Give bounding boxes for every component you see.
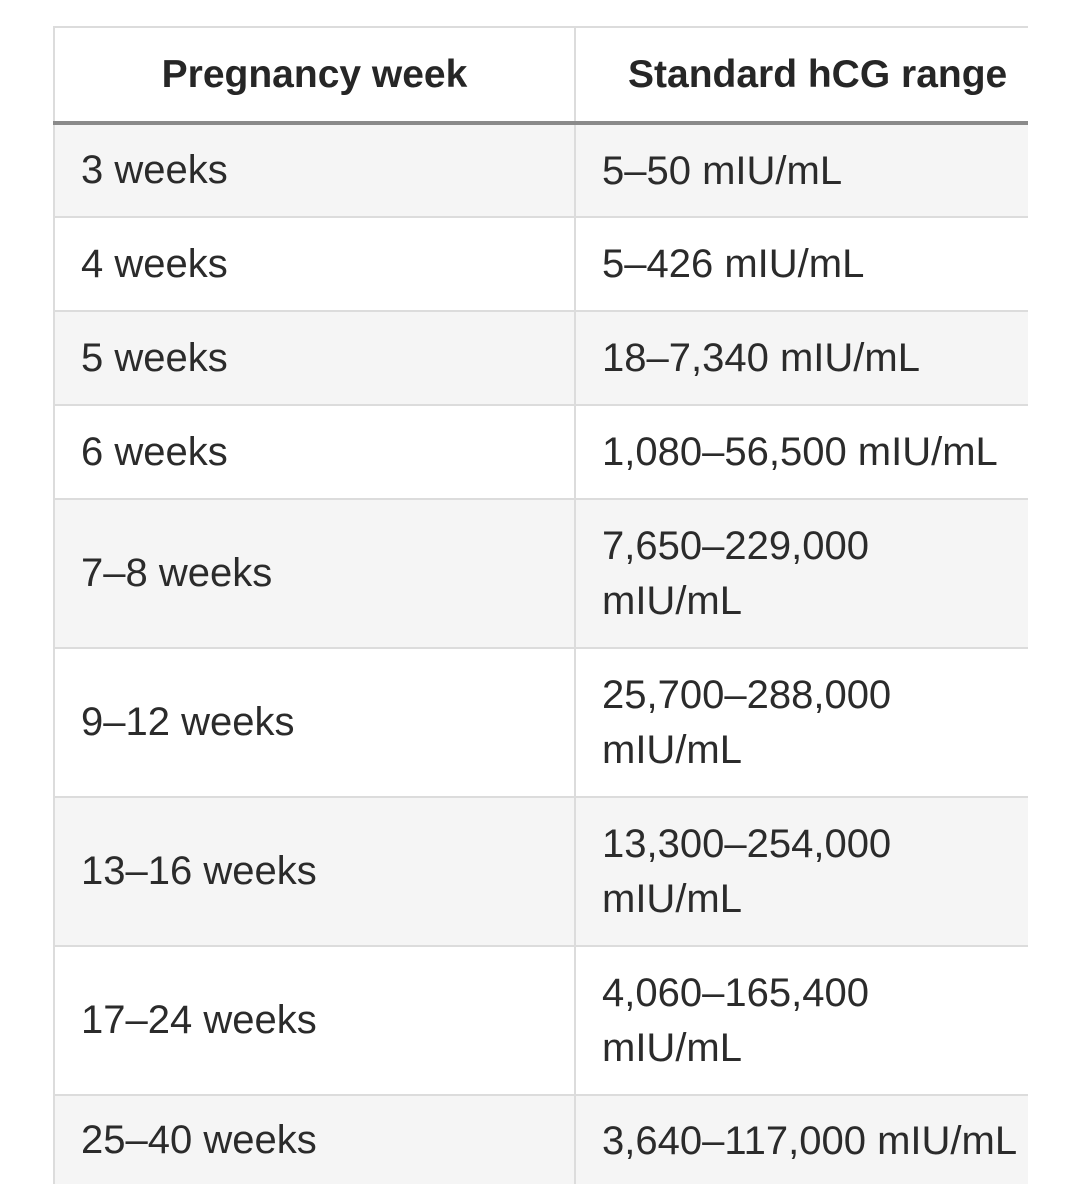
range-cell: 5–426 mIU/mL [574, 217, 1028, 312]
range-cell: 3,640–117,000 mIU/mL [574, 1095, 1028, 1184]
week-cell: 13–16 weeks [53, 797, 576, 947]
range-text: 3,640–117,000 mIU/mL [602, 1118, 1018, 1163]
table-row: 5 weeks 18–7,340 mIU/mL [53, 311, 1028, 406]
week-cell: 6 weeks [53, 405, 576, 500]
range-cell: 1,080–56,500 mIU/mL [574, 405, 1028, 500]
week-cell: 25–40 weeks [53, 1095, 576, 1184]
range-unit: mIU/mL [602, 728, 742, 772]
range-cell: 18–7,340 mIU/mL [574, 311, 1028, 406]
range-text: 4,060–165,400 [602, 971, 869, 1015]
range-text: 25,700–288,000 [602, 673, 892, 717]
week-cell: 9–12 weeks [53, 648, 576, 798]
range-text: 18–7,340 mIU/mL [602, 336, 920, 380]
week-cell: 3 weeks [53, 123, 576, 218]
range-text: 5–426 mIU/mL [602, 242, 865, 286]
week-cell: 4 weeks [53, 217, 576, 312]
range-cell: 4,060–165,400 mIU/mL [574, 946, 1028, 1096]
table-row: 7–8 weeks 7,650–229,000 mIU/mL [53, 499, 1028, 649]
range-text: 1,080–56,500 mIU/mL [602, 430, 998, 474]
header-pregnancy-week: Pregnancy week [53, 26, 576, 125]
range-text: 5–50 mIU/mL [602, 148, 843, 193]
range-unit: mIU/mL [602, 1026, 742, 1070]
header-hcg-range: Standard hCG range [574, 26, 1028, 125]
table-row: 25–40 weeks 3,640–117,000 mIU/mL [53, 1095, 1028, 1184]
range-cell: 7,650–229,000 mIU/mL [574, 499, 1028, 649]
range-unit: mIU/mL [602, 579, 742, 623]
range-cell: 5–50 mIU/mL [574, 123, 1028, 218]
week-cell: 5 weeks [53, 311, 576, 406]
table-row: 13–16 weeks 13,300–254,000 mIU/mL [53, 797, 1028, 947]
table-header-row: Pregnancy week Standard hCG range [53, 26, 1028, 125]
week-cell: 17–24 weeks [53, 946, 576, 1096]
range-text: 7,650–229,000 [602, 524, 869, 568]
table-row: 4 weeks 5–426 mIU/mL [53, 217, 1028, 312]
table-row: 17–24 weeks 4,060–165,400 mIU/mL [53, 946, 1028, 1096]
week-cell: 7–8 weeks [53, 499, 576, 649]
range-cell: 25,700–288,000 mIU/mL [574, 648, 1028, 798]
range-unit: mIU/mL [602, 877, 742, 921]
range-cell: 13,300–254,000 mIU/mL [574, 797, 1028, 947]
range-text: 13,300–254,000 [602, 822, 892, 866]
table-row: 3 weeks 5–50 mIU/mL [53, 123, 1028, 218]
hcg-table-container: Pregnancy week Standard hCG range 3 week… [53, 26, 1028, 1184]
table-row: 6 weeks 1,080–56,500 mIU/mL [53, 405, 1028, 500]
hcg-range-table: Pregnancy week Standard hCG range 3 week… [53, 26, 1028, 1184]
table-row: 9–12 weeks 25,700–288,000 mIU/mL [53, 648, 1028, 798]
